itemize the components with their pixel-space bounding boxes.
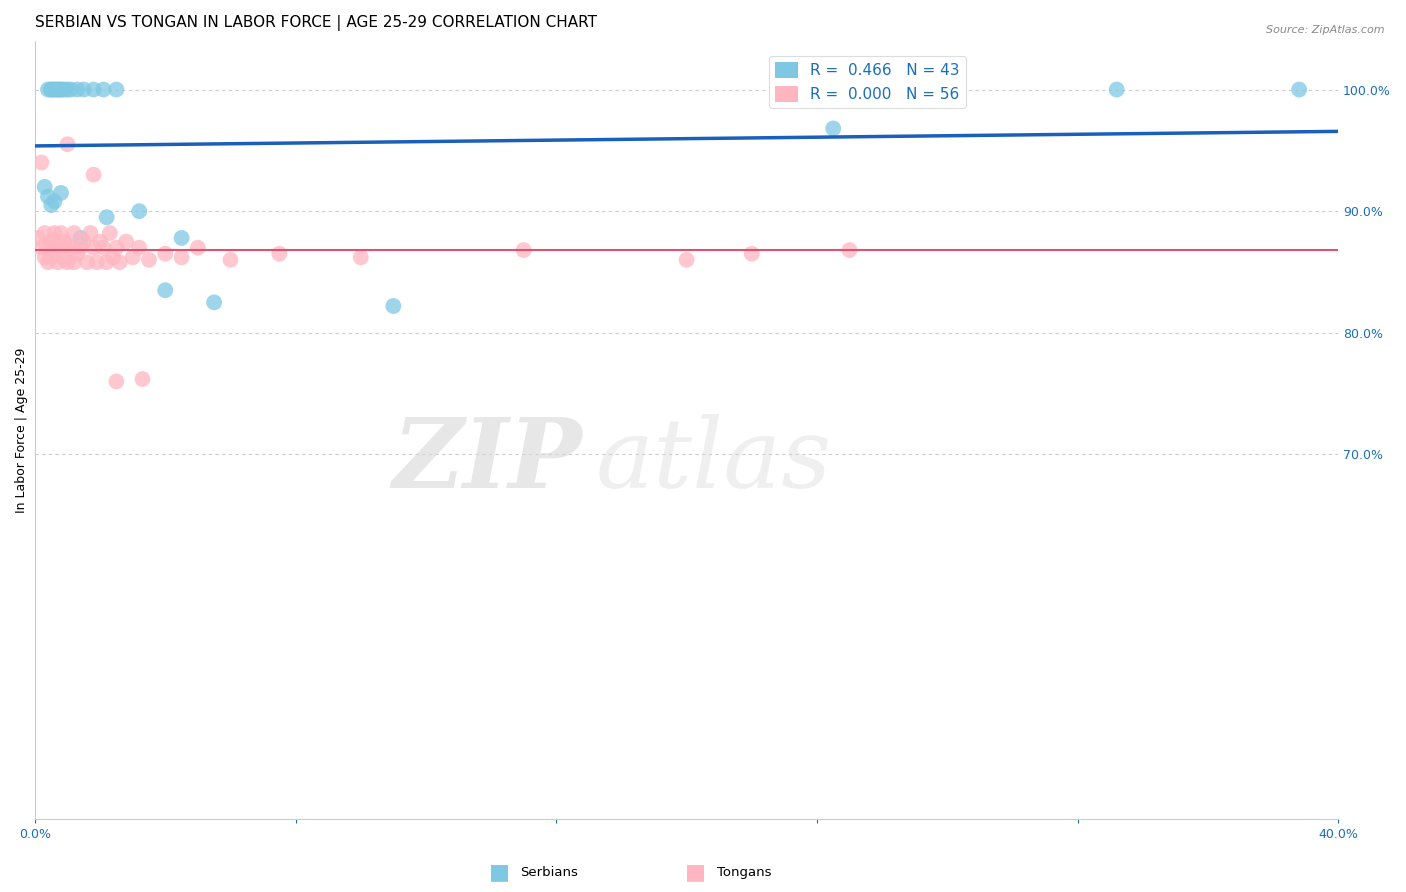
- Point: [105, 241, 128, 255]
- Point: [39, 198, 62, 212]
- Point: [382, 299, 405, 313]
- Point: [138, 252, 160, 267]
- Point: [63, 255, 86, 269]
- Point: [83, 82, 105, 96]
- Point: [128, 241, 150, 255]
- Text: ZIP: ZIP: [392, 414, 582, 508]
- Point: [37, 241, 59, 255]
- Point: [823, 121, 845, 136]
- Point: [44, 241, 66, 255]
- Point: [108, 255, 131, 269]
- Text: atlas: atlas: [595, 414, 831, 508]
- Point: [93, 241, 115, 255]
- Point: [59, 82, 82, 96]
- Point: [39, 251, 62, 265]
- Point: [30, 155, 52, 169]
- Point: [83, 241, 105, 255]
- Point: [89, 235, 111, 249]
- Text: SERBIAN VS TONGAN IN LABOR FORCE | AGE 25-29 CORRELATION CHART: SERBIAN VS TONGAN IN LABOR FORCE | AGE 2…: [35, 15, 598, 31]
- Point: [155, 283, 177, 297]
- Point: [66, 82, 89, 96]
- Point: [53, 235, 76, 249]
- Point: [101, 251, 124, 265]
- Point: [93, 82, 115, 96]
- Point: [34, 179, 56, 194]
- Point: [131, 372, 153, 386]
- Text: ■: ■: [489, 863, 509, 882]
- Point: [73, 82, 96, 96]
- Point: [37, 189, 59, 203]
- Point: [46, 82, 69, 96]
- Point: [49, 186, 72, 200]
- Point: [56, 137, 79, 152]
- Point: [39, 82, 62, 96]
- Point: [46, 238, 69, 252]
- Point: [1288, 82, 1310, 96]
- Point: [53, 252, 76, 267]
- Point: [53, 82, 76, 96]
- Point: [741, 246, 763, 260]
- Point: [350, 251, 373, 265]
- Point: [187, 241, 209, 255]
- Point: [128, 204, 150, 219]
- Point: [49, 241, 72, 255]
- Point: [121, 251, 143, 265]
- Point: [115, 235, 138, 249]
- Point: [675, 252, 697, 267]
- Point: [98, 226, 121, 240]
- Point: [59, 241, 82, 255]
- Text: Serbians: Serbians: [520, 866, 578, 879]
- Y-axis label: In Labor Force | Age 25-29: In Labor Force | Age 25-29: [15, 347, 28, 513]
- Point: [56, 255, 79, 269]
- Point: [155, 246, 177, 260]
- Point: [56, 238, 79, 252]
- Point: [46, 255, 69, 269]
- Point: [202, 295, 225, 310]
- Point: [44, 194, 66, 209]
- Point: [76, 255, 98, 269]
- Point: [69, 231, 91, 245]
- Point: [49, 82, 72, 96]
- Point: [49, 82, 72, 96]
- Legend: R =  0.466   N = 43, R =  0.000   N = 56: R = 0.466 N = 43, R = 0.000 N = 56: [769, 56, 966, 108]
- Point: [66, 246, 89, 260]
- Point: [105, 375, 128, 389]
- Point: [219, 252, 242, 267]
- Point: [838, 243, 860, 257]
- Point: [34, 251, 56, 265]
- Point: [37, 82, 59, 96]
- Point: [39, 235, 62, 249]
- Point: [1105, 82, 1128, 96]
- Point: [34, 226, 56, 240]
- Text: Tongans: Tongans: [717, 866, 772, 879]
- Point: [63, 226, 86, 240]
- Point: [83, 168, 105, 182]
- Point: [46, 82, 69, 96]
- Point: [30, 241, 52, 255]
- Point: [49, 226, 72, 240]
- Point: [44, 226, 66, 240]
- Point: [69, 241, 91, 255]
- Point: [269, 246, 291, 260]
- Point: [56, 82, 79, 96]
- Point: [79, 226, 101, 240]
- Point: [44, 82, 66, 96]
- Point: [170, 231, 193, 245]
- Point: [512, 243, 534, 257]
- Point: [44, 82, 66, 96]
- Point: [170, 251, 193, 265]
- Point: [27, 231, 49, 245]
- Text: ■: ■: [686, 863, 706, 882]
- Text: Source: ZipAtlas.com: Source: ZipAtlas.com: [1267, 25, 1385, 35]
- Point: [37, 255, 59, 269]
- Point: [105, 82, 128, 96]
- Point: [96, 211, 118, 225]
- Point: [96, 255, 118, 269]
- Point: [39, 82, 62, 96]
- Point: [86, 255, 108, 269]
- Point: [73, 235, 96, 249]
